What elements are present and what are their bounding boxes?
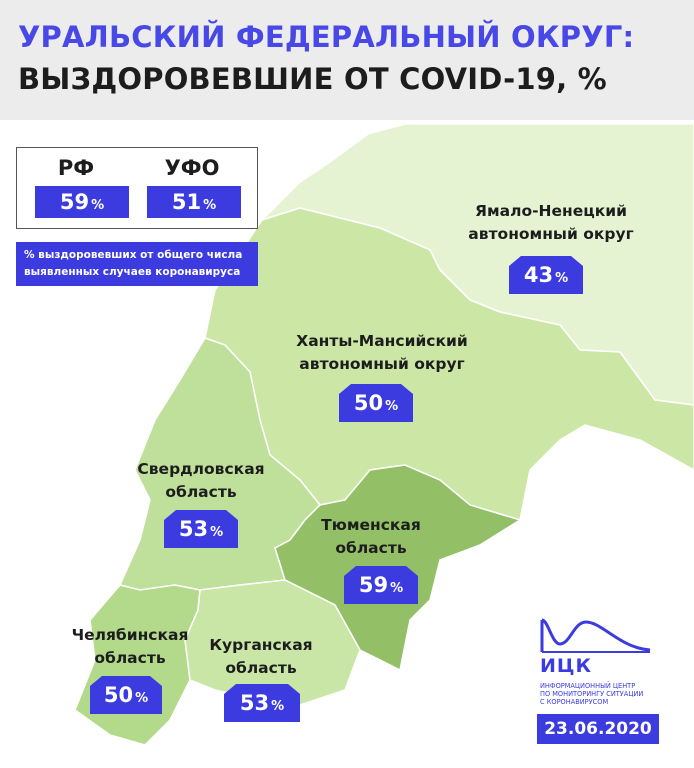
badge-sverdlovsk: 53% — [164, 510, 238, 548]
badge-tyumen-pct: % — [390, 581, 404, 596]
badge-kurgan-value: 53 — [239, 691, 270, 715]
badge-yamal-value: 43 — [523, 263, 554, 287]
badge-kurgan: 53% — [224, 684, 300, 722]
ufo-value: 51 — [171, 190, 202, 214]
region-kurgan[interactable] — [184, 579, 361, 706]
label-tyumen-line1: Тюменская — [321, 516, 421, 534]
ufo-value-badge: 51% — [147, 186, 241, 218]
logo-sub-line3: с коронавирусом — [540, 698, 609, 706]
badge-sverdlovsk-value: 53 — [178, 517, 209, 541]
label-chelyabinsk-line2: область — [94, 649, 166, 667]
label-khanty-line2: автономный округ — [299, 355, 465, 373]
badge-yamal-pct: % — [555, 271, 569, 286]
rf-value: 59 — [59, 190, 90, 214]
badge-chelyabinsk: 50% — [90, 676, 162, 714]
badge-chelyabinsk-pct: % — [135, 691, 149, 706]
label-yamal: Ямало-Ненецкий автономный округ — [466, 200, 636, 246]
label-tyumen: Тюменская область — [306, 514, 436, 560]
label-sverdlovsk: Свердловская область — [126, 458, 276, 504]
logo-sub-line1: Информационный центр — [540, 682, 636, 690]
badge-tyumen: 59% — [344, 566, 418, 604]
rf-percent-sign: % — [91, 198, 105, 213]
label-sverdlovsk-line1: Свердловская — [137, 460, 265, 478]
page-subtitle: ВЫЗДОРОВЕВШИЕ ОТ COVID-19, % — [18, 62, 607, 96]
header-banner — [0, 0, 694, 120]
label-kurgan-line1: Курганская — [209, 636, 313, 654]
date-badge: 23.06.2020 — [537, 714, 659, 744]
legend-box: РФ УФО 59% 51% — [16, 147, 258, 229]
ufo-label: УФО — [164, 156, 220, 180]
page-title: УРАЛЬСКИЙ ФЕДЕРАЛЬНЫЙ ОКРУГ: — [18, 20, 635, 54]
rf-label: РФ — [57, 156, 95, 180]
rf-value-badge: 59% — [35, 186, 129, 218]
badge-chelyabinsk-value: 50 — [103, 683, 134, 707]
badge-tyumen-value: 59 — [358, 573, 389, 597]
badge-khanty-pct: % — [385, 399, 399, 414]
legend-note-line1: % выздоровевших от общего числа — [24, 249, 243, 261]
label-khanty-line1: Ханты-Мансийский — [296, 332, 468, 350]
label-chelyabinsk-line1: Челябинская — [71, 626, 189, 644]
label-tyumen-line2: область — [335, 539, 407, 557]
logo-name: ИЦК — [540, 655, 593, 677]
legend-note: % выздоровевших от общего числа выявленн… — [16, 242, 258, 286]
legend-note-line2: выявленных случаев коронавируса — [24, 266, 241, 278]
logo-subtitle: Информационный центр по мониторингу ситу… — [540, 682, 670, 706]
label-khanty: Ханты-Мансийский автономный округ — [292, 330, 472, 376]
badge-khanty: 50% — [339, 384, 413, 422]
badge-kurgan-pct: % — [271, 699, 285, 714]
logo-sub-line2: по мониторингу ситуации — [540, 690, 644, 698]
label-chelyabinsk: Челябинская область — [60, 624, 200, 670]
label-kurgan-line2: область — [225, 659, 297, 677]
ick-logo-icon — [540, 618, 651, 653]
label-yamal-line1: Ямало-Ненецкий — [475, 202, 627, 220]
badge-yamal: 43% — [509, 256, 583, 294]
label-kurgan: Курганская область — [196, 634, 326, 680]
ufo-percent-sign: % — [203, 198, 217, 213]
label-yamal-line2: автономный округ — [468, 225, 634, 243]
badge-khanty-value: 50 — [353, 391, 384, 415]
label-sverdlovsk-line2: область — [165, 483, 237, 501]
badge-sverdlovsk-pct: % — [210, 525, 224, 540]
